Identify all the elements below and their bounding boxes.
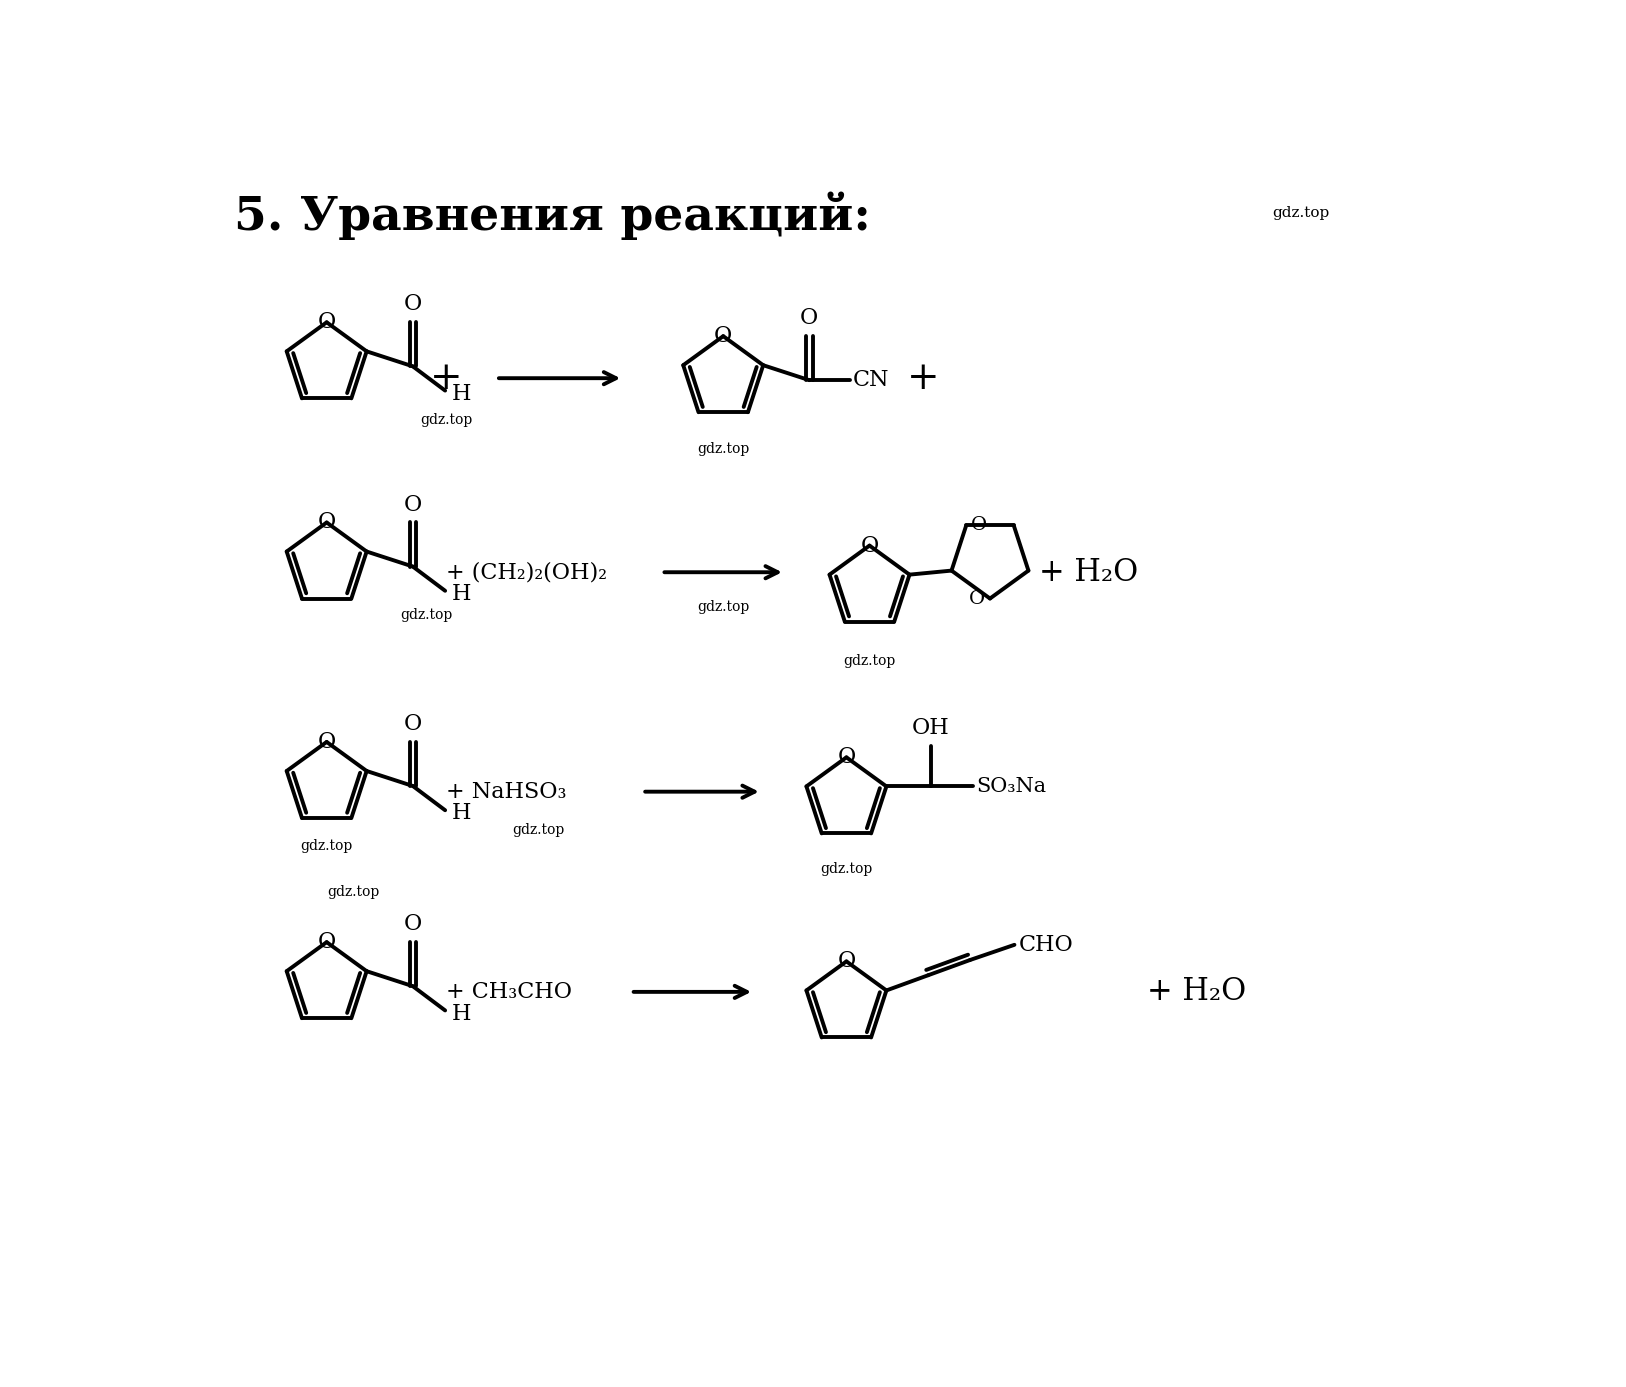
Text: gdz.top: gdz.top bbox=[301, 839, 353, 853]
Text: O: O bbox=[714, 325, 732, 347]
Text: O: O bbox=[403, 494, 421, 516]
Text: O: O bbox=[837, 746, 855, 768]
Text: O: O bbox=[317, 731, 337, 753]
Text: H: H bbox=[452, 383, 472, 405]
Text: O: O bbox=[837, 950, 855, 972]
Text: H: H bbox=[452, 803, 472, 824]
Text: O: O bbox=[317, 512, 337, 534]
Text: OH: OH bbox=[912, 717, 950, 739]
Text: O: O bbox=[860, 534, 878, 556]
Text: gdz.top: gdz.top bbox=[327, 885, 380, 899]
Text: SO₃Na: SO₃Na bbox=[976, 777, 1046, 796]
Text: gdz.top: gdz.top bbox=[1272, 207, 1330, 221]
Text: +: + bbox=[429, 359, 462, 397]
Text: gdz.top: gdz.top bbox=[820, 861, 873, 875]
Text: gdz.top: gdz.top bbox=[698, 601, 750, 614]
Text: gdz.top: gdz.top bbox=[400, 608, 454, 621]
Text: gdz.top: gdz.top bbox=[420, 413, 472, 427]
Text: O: O bbox=[403, 294, 421, 315]
Text: O: O bbox=[971, 516, 987, 534]
Text: + CH₃CHO: + CH₃CHO bbox=[446, 981, 572, 1003]
Text: H: H bbox=[452, 1003, 472, 1025]
Text: O: O bbox=[800, 308, 818, 329]
Text: + (CH₂)₂(OH)₂: + (CH₂)₂(OH)₂ bbox=[446, 562, 606, 583]
Text: H: H bbox=[452, 583, 472, 605]
Text: O: O bbox=[317, 311, 337, 333]
Text: gdz.top: gdz.top bbox=[844, 653, 896, 667]
Text: O: O bbox=[403, 713, 421, 735]
Text: gdz.top: gdz.top bbox=[698, 442, 750, 456]
Text: + H₂O: + H₂O bbox=[1039, 556, 1138, 588]
Text: O: O bbox=[403, 913, 421, 935]
Text: CN: CN bbox=[854, 369, 889, 391]
Text: + H₂O: + H₂O bbox=[1146, 976, 1246, 1007]
Text: gdz.top: gdz.top bbox=[512, 822, 564, 838]
Text: + NaHSO₃: + NaHSO₃ bbox=[446, 781, 566, 803]
Text: O: O bbox=[969, 589, 985, 608]
Text: 5. Уравнения реакций:: 5. Уравнения реакций: bbox=[234, 191, 872, 240]
Text: O: O bbox=[317, 931, 337, 953]
Text: CHO: CHO bbox=[1018, 933, 1073, 956]
Text: +: + bbox=[907, 359, 940, 397]
